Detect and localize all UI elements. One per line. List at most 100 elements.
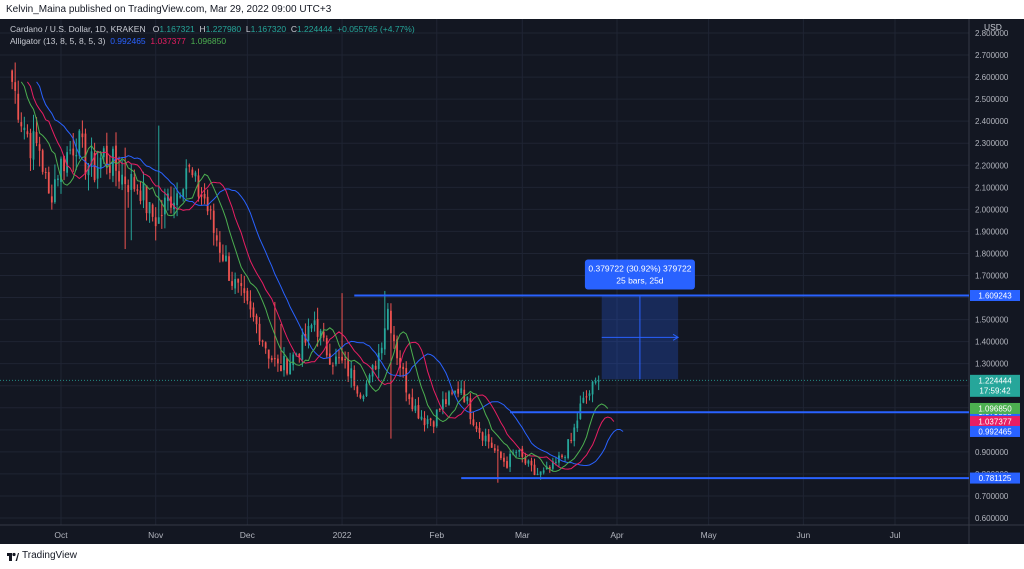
price-tick-label: 1.900000 <box>975 227 1009 236</box>
candle-body <box>316 318 319 337</box>
candle-body <box>289 362 292 375</box>
candle-body <box>585 396 588 398</box>
candle-body <box>81 133 84 138</box>
candle-body <box>338 357 340 359</box>
candle-body <box>591 381 594 395</box>
candle-body <box>26 131 29 135</box>
price-chart[interactable]: 0.379722 (30.92%) 379722 25 bars, 25d 2.80… <box>0 19 1024 544</box>
candle-body <box>500 451 502 459</box>
candle-body <box>377 352 380 369</box>
candle-body <box>93 152 96 181</box>
candle-body <box>179 196 182 198</box>
low-label: L <box>245 24 251 34</box>
candle-body <box>506 461 508 468</box>
candle-body <box>200 194 203 197</box>
candle-body <box>341 356 343 361</box>
close-value: 1.224444 <box>296 24 333 34</box>
candle-body <box>368 375 371 383</box>
candle-body <box>209 209 212 211</box>
price-tick-label: 2.200000 <box>975 161 1009 170</box>
candle-body <box>121 174 123 185</box>
candle-body <box>246 290 249 301</box>
candle-body <box>481 432 484 441</box>
candle-body <box>197 175 200 197</box>
candle-body <box>176 193 178 206</box>
candle-body <box>570 439 573 441</box>
candle-body <box>96 167 99 179</box>
price-tick-label: 2.000000 <box>975 205 1009 214</box>
teeth-price-badge <box>970 416 1020 428</box>
candle-body <box>66 152 69 173</box>
candle-body <box>362 396 365 400</box>
candle-body <box>454 390 456 393</box>
candle-body <box>215 235 218 241</box>
candle-body <box>469 398 472 420</box>
candle-body <box>203 193 206 199</box>
currency-label: USD <box>984 22 1002 32</box>
candle-body <box>542 470 545 473</box>
candle-body <box>487 434 490 442</box>
candle-body <box>383 328 386 350</box>
candle-body <box>78 130 81 156</box>
price-tick-label: 0.600000 <box>975 514 1009 523</box>
tradingview-footer: TradingView <box>0 544 1024 569</box>
candle-body <box>594 380 597 383</box>
candle-body <box>582 397 585 403</box>
price-tick-label: 1.500000 <box>975 316 1009 325</box>
candle-body <box>32 131 35 160</box>
symbol-legend: Cardano / U.S. Dollar, 1D, KRAKEN O1.167… <box>10 23 415 35</box>
candle-body <box>423 418 426 426</box>
candle-body <box>267 349 270 359</box>
candle-body <box>38 144 41 151</box>
candle-body <box>270 358 273 360</box>
candle-body <box>432 421 435 427</box>
candle-body <box>29 132 32 159</box>
candle-body <box>249 301 252 310</box>
time-tick-label: Dec <box>240 530 256 540</box>
last-price-badge-text: 1.224444 <box>978 376 1012 385</box>
candle-body <box>475 426 478 429</box>
price-tick-label: 0.900000 <box>975 448 1009 457</box>
time-tick-label: Oct <box>54 530 68 540</box>
close-label: C <box>290 24 297 34</box>
candle-body <box>264 342 267 349</box>
candle-body <box>160 215 163 217</box>
candle-body <box>567 439 570 459</box>
candle-body <box>325 338 328 356</box>
high-value: 1.227980 <box>205 24 242 34</box>
lips-value: 1.096850 <box>190 36 227 46</box>
candle-body <box>527 460 530 464</box>
candle-body <box>222 254 224 261</box>
candle-body <box>319 330 322 339</box>
candle-body <box>344 359 347 361</box>
level-price-badge <box>970 290 1020 302</box>
time-tick-label: Feb <box>429 530 444 540</box>
candle-body <box>448 391 450 405</box>
candle-body <box>145 185 148 214</box>
candle-body <box>380 347 383 354</box>
last-price-badge-countdown: 17:59:42 <box>979 386 1011 395</box>
candle-body <box>273 358 276 360</box>
candle-body <box>130 173 133 190</box>
candle-body <box>365 383 368 397</box>
low-value: 1.167320 <box>250 24 287 34</box>
candle-body <box>105 145 108 166</box>
candle-body <box>335 356 337 365</box>
candle-body <box>99 157 102 169</box>
measure-tooltip-change: 0.379722 (30.92%) 379722 <box>588 264 691 274</box>
candle-body <box>194 172 197 177</box>
candle-body <box>521 448 524 457</box>
candle-body <box>493 448 496 451</box>
publish-header: Kelvin_Maina published on TradingView.co… <box>0 0 1024 19</box>
candle-body <box>280 365 282 372</box>
chart-area[interactable]: 0.379722 (30.92%) 379722 25 bars, 25d 2.80… <box>0 19 1024 544</box>
candle-body <box>118 171 120 182</box>
jaw-price-badge-text: 0.992465 <box>978 427 1012 436</box>
candle-body <box>225 255 227 262</box>
candle-body <box>484 435 487 442</box>
candle-body <box>353 369 356 387</box>
high-label: H <box>199 24 206 34</box>
candle-body <box>331 365 334 367</box>
candle-body <box>142 182 145 201</box>
candle-body <box>11 70 14 82</box>
